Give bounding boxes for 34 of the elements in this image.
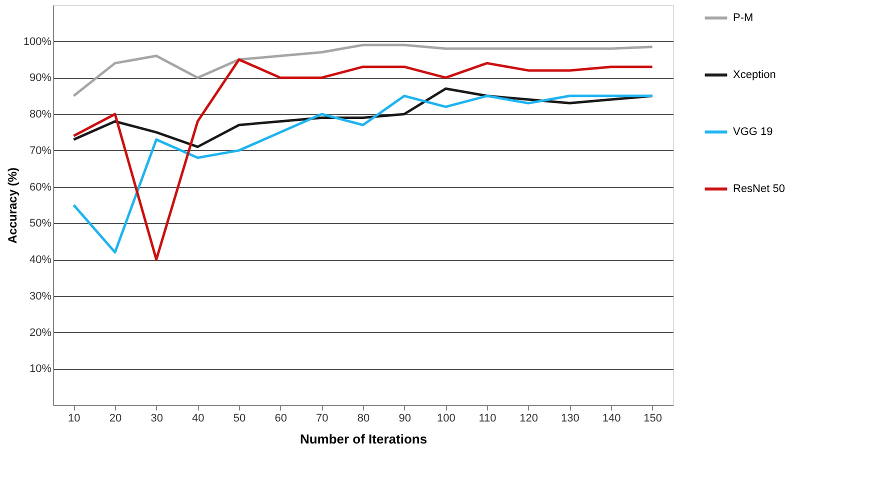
y-tick-label: 50% [29,218,52,230]
x-tick-label: 140 [602,412,621,424]
legend-label: Xception [733,69,776,81]
x-tick-label: 10 [68,412,80,424]
x-tick-label: 70 [316,412,328,424]
y-tick-label: 30% [29,290,52,302]
x-axis-title: Number of Iterations [300,432,428,446]
y-tick-label: 60% [29,181,52,194]
legend-label: ResNet 50 [733,183,785,195]
y-tick-label: 10% [29,363,52,376]
x-tick-label: 60 [274,412,287,424]
legend-label: VGG 19 [733,126,773,138]
y-tick-label: 80% [29,108,52,121]
x-tick-label: 150 [644,412,662,424]
x-tick-label: 50 [233,412,246,424]
line-series [72,44,654,98]
x-tick-label: 90 [398,412,411,424]
x-tick-label: 120 [520,412,538,424]
y-tick-label: 70% [29,144,52,157]
x-tick-label: 80 [357,412,370,424]
legend-label: P-M [733,12,754,24]
x-tick-label: 20 [109,412,122,424]
y-axis-title: Accuracy (%) [5,167,20,244]
line-series [72,58,654,261]
y-tick-label: 20% [29,326,52,339]
y-tick-label: 90% [29,72,52,84]
x-tick-label: 30 [150,412,163,424]
x-tick-label: 100 [436,412,456,424]
y-tick-label: 100% [23,36,52,48]
line-series [72,94,654,254]
x-tick-label: 130 [560,412,580,424]
x-tick-label: 40 [192,412,204,424]
x-tick-label: 110 [478,412,496,424]
y-tick-label: 40% [29,254,52,266]
